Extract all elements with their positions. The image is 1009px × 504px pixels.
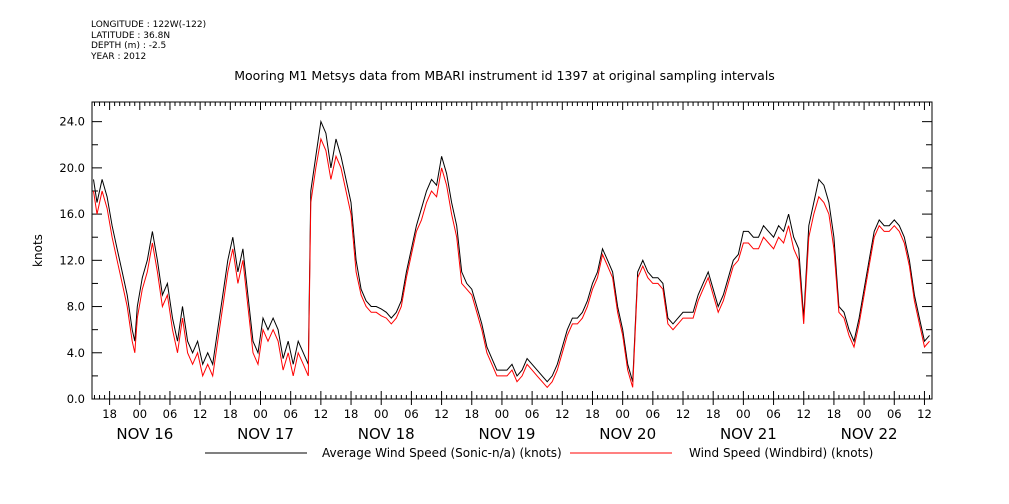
x-tick-label: 06 [766,407,781,421]
y-tick-label: 16.0 [59,207,85,221]
x-tick-label: 06 [163,407,178,421]
x-tick-label: 12 [796,407,811,421]
y-tick-label: 8.0 [67,300,85,314]
x-tick-label: 18 [706,407,721,421]
y-axis-label: knots [31,234,45,267]
x-tick-label: 06 [887,407,902,421]
x-tick-label: 18 [464,407,479,421]
x-tick-label: 12 [676,407,691,421]
x-tick-label: 00 [495,407,510,421]
y-tick-label: 20.0 [59,161,85,175]
legend-label-windbird: Wind Speed (Windbird) (knots) [689,446,874,460]
y-tick-label: 0.0 [67,392,85,406]
x-tick-label: 12 [434,407,449,421]
x-tick-label: 18 [585,407,600,421]
day-label: NOV 20 [599,425,656,443]
x-tick-label: 00 [857,407,872,421]
x-tick-label: 06 [283,407,298,421]
series-average-wind-speed [93,119,930,383]
x-tick-label: 06 [404,407,419,421]
x-tick-label: 18 [344,407,359,421]
x-tick-label: 00 [374,407,389,421]
x-tick-label: 06 [525,407,540,421]
plot-frame [91,101,933,400]
longitude-label: LONGITUDE : 122W(-122) [91,20,207,30]
year-label: YEAR : 2012 [91,51,147,62]
metadata-block: LONGITUDE : 122W(-122) LATITUDE : 36.8N … [91,20,206,62]
series-windbird-wind-speed [93,137,930,389]
x-tick-label: 18 [827,407,842,421]
x-tick-label: 18 [102,407,117,421]
x-tick-label: 18 [223,407,238,421]
x-tick-label: 00 [253,407,268,421]
chart-title: Mooring M1 Metsys data from MBARI instru… [234,68,775,83]
day-label: NOV 16 [116,425,173,443]
day-label: NOV 17 [237,425,294,443]
x-tick-label: 12 [555,407,570,421]
latitude-label: LATITUDE : 36.8N [91,30,171,41]
x-tick-label: 12 [917,407,932,421]
x-tick-label: 00 [132,407,147,421]
day-label: NOV 21 [720,425,777,443]
x-tick-label: 00 [615,407,630,421]
x-tick-label: 12 [193,407,208,421]
day-label: NOV 19 [479,425,536,443]
y-tick-label: 4.0 [67,346,85,360]
day-label: NOV 22 [841,425,898,443]
y-tick-label: 24.0 [59,115,85,129]
x-tick-label: 00 [736,407,751,421]
depth-label: DEPTH (m) : -2.5 [91,41,167,51]
legend-label-average: Average Wind Speed (Sonic-n/a) (knots) [322,446,562,460]
x-tick-label: 06 [646,407,661,421]
x-tick-label: 12 [314,407,329,421]
day-label: NOV 18 [358,425,415,443]
y-tick-label: 12.0 [59,253,85,267]
